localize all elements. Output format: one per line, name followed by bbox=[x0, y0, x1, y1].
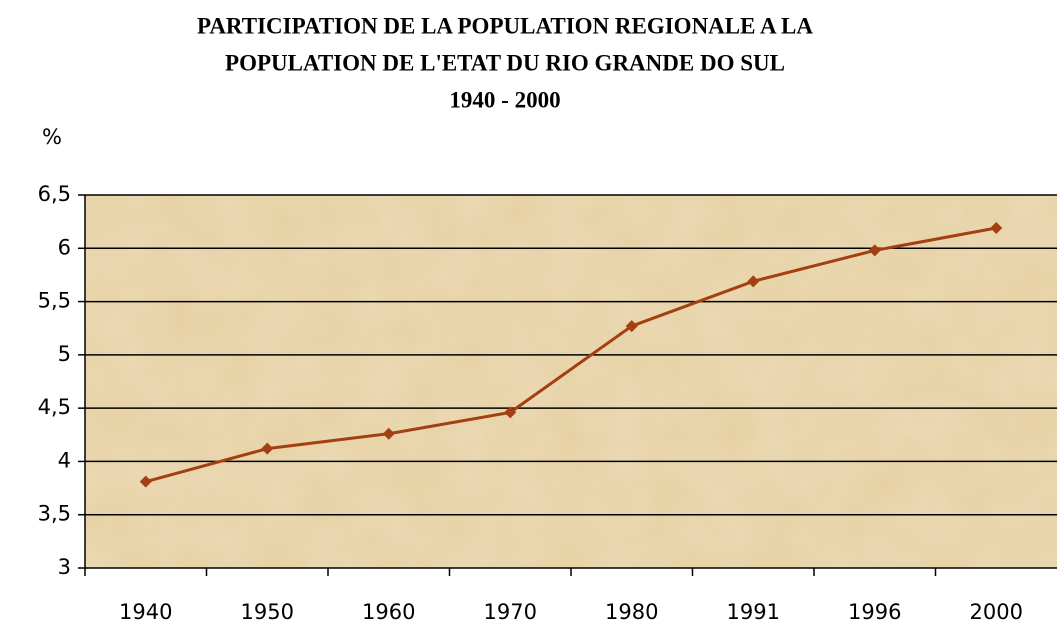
y-tick-label: 3,5 bbox=[38, 502, 71, 526]
x-tick-label: 1991 bbox=[727, 600, 780, 624]
data-point bbox=[625, 320, 638, 333]
x-tick-label: 1950 bbox=[241, 600, 294, 624]
y-tick-label: 5,5 bbox=[38, 289, 71, 313]
data-point bbox=[139, 475, 152, 488]
data-point bbox=[868, 244, 881, 257]
y-tick-label: 5 bbox=[58, 342, 71, 366]
x-tick-label: 1970 bbox=[484, 600, 537, 624]
data-line bbox=[145, 226, 997, 484]
x-tick-label: 1980 bbox=[605, 600, 658, 624]
chart-title: POPULATION DE L'ETAT DU RIO GRANDE DO SU… bbox=[225, 50, 785, 75]
x-tick-label: 1940 bbox=[119, 600, 172, 624]
y-tick-label: 4 bbox=[58, 448, 71, 472]
y-tick-label: 4,5 bbox=[38, 395, 71, 419]
y-tick-label: 6,5 bbox=[38, 182, 71, 206]
data-point bbox=[990, 222, 1003, 235]
chart-title: PARTICIPATION DE LA POPULATION REGIONALE… bbox=[197, 13, 813, 38]
x-tick-label: 1996 bbox=[848, 600, 901, 624]
x-tick-label: 2000 bbox=[970, 600, 1023, 624]
y-tick-label: 6 bbox=[58, 235, 71, 259]
y-tick-label: 3 bbox=[58, 555, 71, 579]
chart-title: 1940 - 2000 bbox=[449, 87, 560, 112]
y-axis-label: % bbox=[42, 125, 62, 149]
x-tick-label: 1960 bbox=[362, 600, 415, 624]
plot-texture bbox=[85, 195, 1057, 568]
data-point bbox=[504, 406, 517, 419]
data-point bbox=[747, 275, 760, 288]
data-point bbox=[382, 427, 395, 440]
data-point bbox=[261, 442, 274, 455]
